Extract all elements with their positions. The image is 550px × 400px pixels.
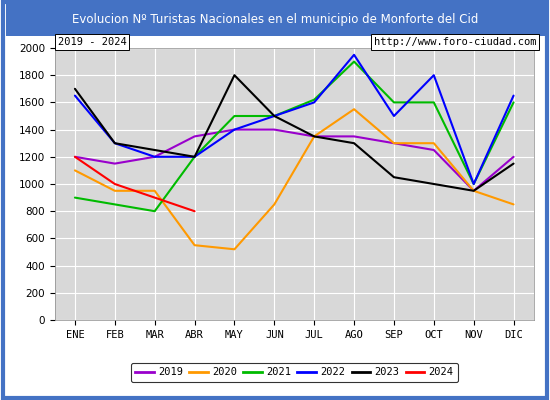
- Legend: 2019, 2020, 2021, 2022, 2023, 2024: 2019, 2020, 2021, 2022, 2023, 2024: [131, 363, 458, 382]
- Text: 2019 - 2024: 2019 - 2024: [58, 37, 126, 47]
- Text: Evolucion Nº Turistas Nacionales en el municipio de Monforte del Cid: Evolucion Nº Turistas Nacionales en el m…: [72, 14, 478, 26]
- Text: http://www.foro-ciudad.com: http://www.foro-ciudad.com: [374, 37, 536, 47]
